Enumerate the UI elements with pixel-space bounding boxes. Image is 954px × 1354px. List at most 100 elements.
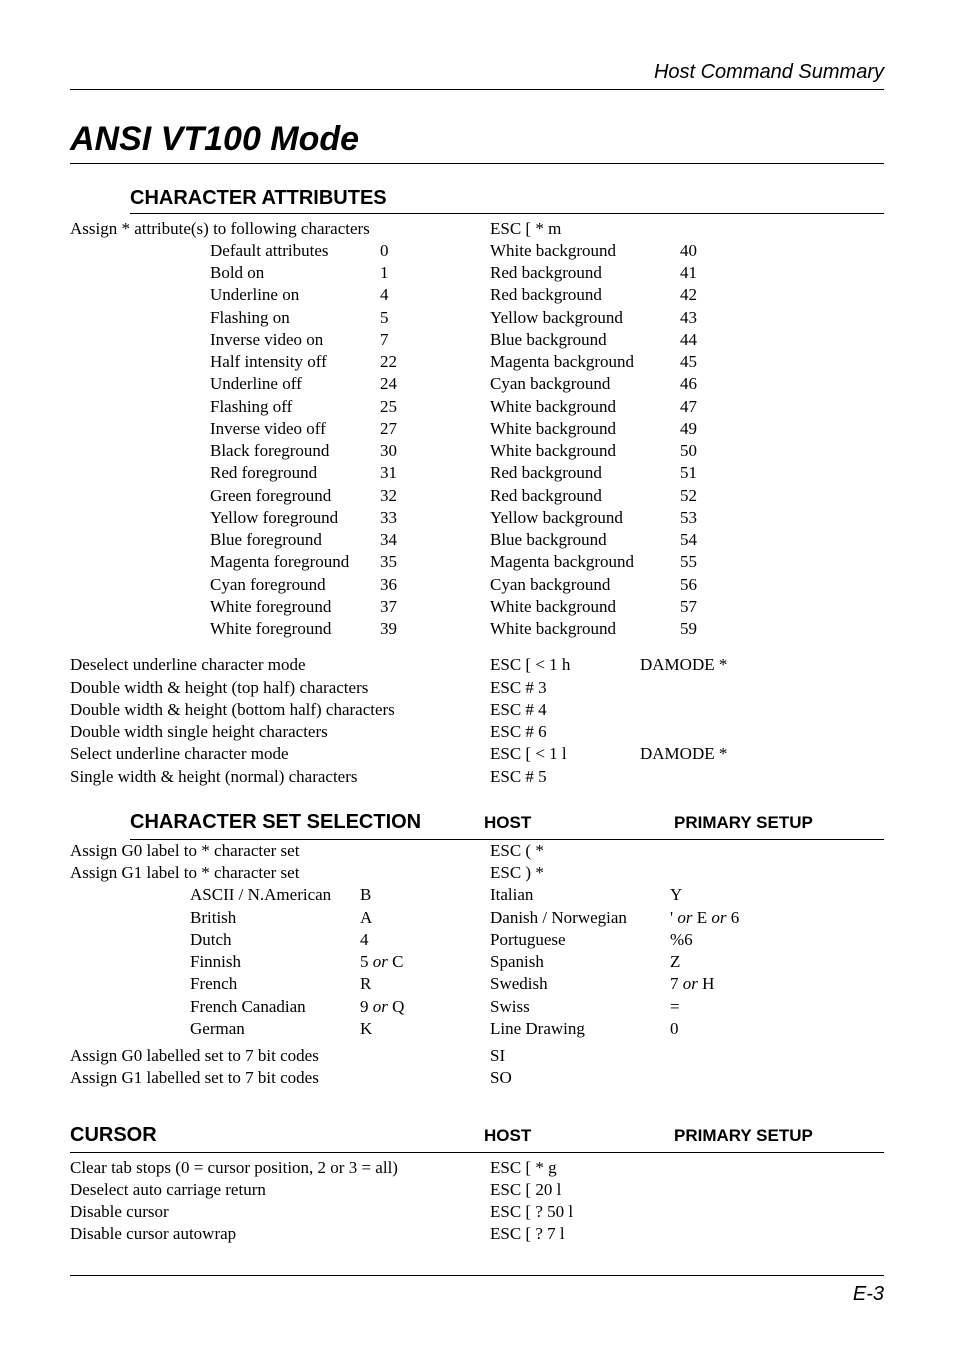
cursor-heading: CURSOR (70, 1123, 157, 1148)
attr-code: 59 (680, 618, 740, 639)
charset-code: Z (670, 951, 810, 972)
charset-code: 7 or H (670, 973, 810, 994)
attr-code: 52 (680, 485, 740, 506)
charset-name: German (190, 1018, 360, 1039)
charset-pair-row: FrenchRSwedish7 or H (70, 973, 884, 994)
attr-pair-row: Underline off24Cyan background46 (70, 373, 884, 394)
cursor-lines-block: Clear tab stops (0 = cursor position, 2 … (70, 1157, 884, 1245)
charset-name: Dutch (190, 929, 360, 950)
charset-name: Swedish (490, 973, 670, 994)
attr-code: 57 (680, 596, 740, 617)
cursor-line: Disable cursor autowrapESC [ ? 7 l (70, 1223, 884, 1244)
attr-pair-row: Half intensity off22Magenta background45 (70, 351, 884, 372)
cursor-host-header: HOST (484, 1125, 674, 1146)
attr-name: Red foreground (210, 462, 380, 483)
assign-attr-line: Assign * attribute(s) to following chara… (70, 218, 884, 239)
charset-post-host: SI (490, 1045, 680, 1066)
attr-code: 49 (680, 418, 740, 439)
charset-code: A (360, 907, 490, 928)
attr-pair-row: Yellow foreground33Yellow background53 (70, 507, 884, 528)
command-desc: Single width & height (normal) character… (70, 766, 490, 787)
charset-host-header: HOST (484, 812, 674, 833)
charset-code: ' or E or 6 (670, 907, 810, 928)
attr-pair-row: Blue foreground34Blue background54 (70, 529, 884, 550)
command-host: ESC [ < 1 h (490, 654, 640, 675)
charset-pre-block: Assign G0 label to * character setESC ( … (70, 840, 884, 884)
attr-name: Red background (490, 284, 680, 305)
command-desc: Double width single height characters (70, 721, 490, 742)
attr-name: Red background (490, 462, 680, 483)
attr-pair-row: Bold on1Red background41 (70, 262, 884, 283)
attr-name: Underline off (210, 373, 380, 394)
charset-post-host: SO (490, 1067, 680, 1088)
attr-pair-row: Cyan foreground36Cyan background56 (70, 574, 884, 595)
charset-code: 5 or C (360, 951, 490, 972)
attr-code: 34 (380, 529, 490, 550)
attr-code: 7 (380, 329, 490, 350)
attr-name: White background (490, 396, 680, 417)
cursor-desc: Disable cursor (70, 1201, 490, 1222)
charset-code: %6 (670, 929, 810, 950)
command-setup: DAMODE * (640, 654, 840, 675)
charset-pair-row: GermanKLine Drawing0 (70, 1018, 884, 1039)
attr-code: 5 (380, 307, 490, 328)
cursor-host: ESC [ 20 l (490, 1179, 680, 1200)
cursor-host: ESC [ * g (490, 1157, 680, 1178)
attr-name: Magenta foreground (210, 551, 380, 572)
attr-code: 33 (380, 507, 490, 528)
charset-name: Line Drawing (490, 1018, 670, 1039)
attr-code: 25 (380, 396, 490, 417)
command-host: ESC # 3 (490, 677, 640, 698)
attr-pair-row: Default attributes0White background40 (70, 240, 884, 261)
attr-pair-row: Underline on4Red background42 (70, 284, 884, 305)
attr-pair-row: White foreground39White background59 (70, 618, 884, 639)
attr-name: Yellow foreground (210, 507, 380, 528)
command-line: Single width & height (normal) character… (70, 766, 884, 787)
attr-name: Bold on (210, 262, 380, 283)
assign-attr-host: ESC [ * m (490, 218, 680, 239)
charset-code: R (360, 973, 490, 994)
attr-code: 51 (680, 462, 740, 483)
attr-code: 35 (380, 551, 490, 572)
attr-code: 54 (680, 529, 740, 550)
attr-pairs-block: Default attributes0White background40Bol… (70, 240, 884, 640)
attr-pair-row: Magenta foreground35Magenta background55 (70, 551, 884, 572)
charset-post-line: Assign G0 labelled set to 7 bit codesSI (70, 1045, 884, 1066)
attr-name: White background (490, 618, 680, 639)
charset-primary-header: PRIMARY SETUP (674, 812, 884, 833)
attr-pair-row: Flashing off25White background47 (70, 396, 884, 417)
cursor-desc: Deselect auto carriage return (70, 1179, 490, 1200)
attr-pair-row: Flashing on5Yellow background43 (70, 307, 884, 328)
charset-post-line: Assign G1 labelled set to 7 bit codesSO (70, 1067, 884, 1088)
attr-code: 1 (380, 262, 490, 283)
cursor-primary-header: PRIMARY SETUP (674, 1125, 884, 1146)
command-line: Double width & height (top half) charact… (70, 677, 884, 698)
attr-name: Default attributes (210, 240, 380, 261)
charset-pair-row: French Canadian9 or QSwiss= (70, 996, 884, 1017)
attr-pair-row: Inverse video off27White background49 (70, 418, 884, 439)
attr-name: Flashing off (210, 396, 380, 417)
cursor-host: ESC [ ? 50 l (490, 1201, 680, 1222)
attr-name: Black foreground (210, 440, 380, 461)
charset-name: French Canadian (190, 996, 360, 1017)
charset-pair-row: Dutch4Portuguese%6 (70, 929, 884, 950)
attr-name: Half intensity off (210, 351, 380, 372)
attr-code: 0 (380, 240, 490, 261)
attr-pair-row: White foreground37White background57 (70, 596, 884, 617)
attr-code: 47 (680, 396, 740, 417)
command-setup (640, 766, 840, 787)
assign-attr-desc: Assign * attribute(s) to following chara… (70, 218, 490, 239)
attr-code: 45 (680, 351, 740, 372)
charset-pre-line: Assign G0 label to * character setESC ( … (70, 840, 884, 861)
charset-pre-host: ESC ) * (490, 862, 680, 883)
header-rule (70, 89, 884, 90)
attr-name: Inverse video off (210, 418, 380, 439)
char-attr-heading: CHARACTER ATTRIBUTES (130, 186, 884, 214)
charset-pre-desc: Assign G0 label to * character set (70, 840, 490, 861)
charset-name: Spanish (490, 951, 670, 972)
cursor-line: Clear tab stops (0 = cursor position, 2 … (70, 1157, 884, 1178)
command-host: ESC [ < 1 l (490, 743, 640, 764)
attr-name: White foreground (210, 618, 380, 639)
attr-pair-row: Red foreground31Red background51 (70, 462, 884, 483)
command-desc: Select underline character mode (70, 743, 490, 764)
